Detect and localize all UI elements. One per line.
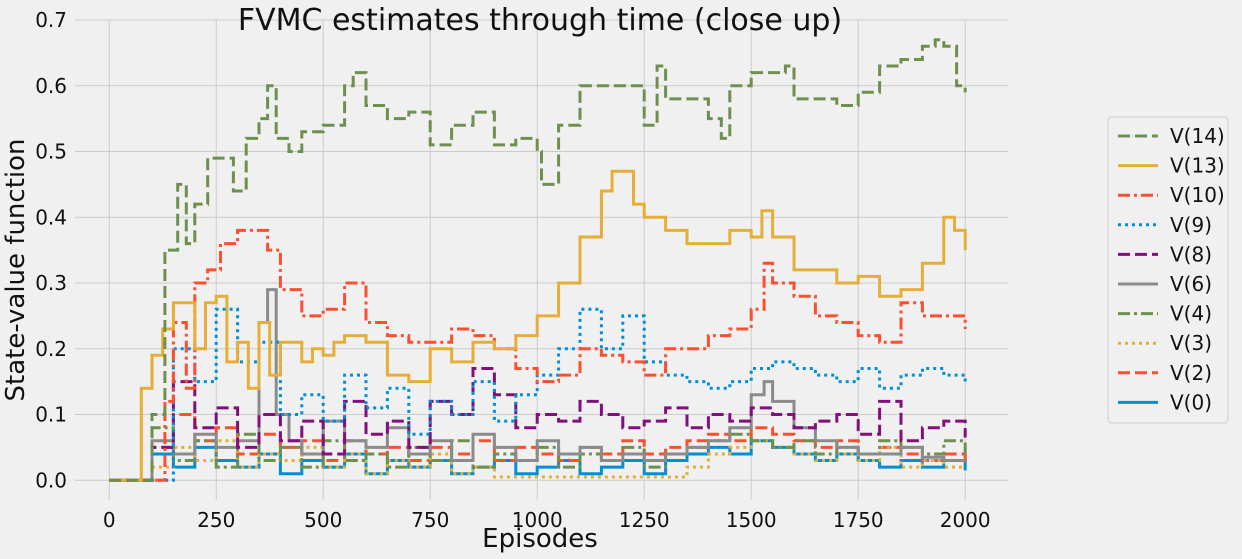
y-tick-label: 0.0 (35, 468, 67, 492)
x-axis-ticks: 0 250 500 750 1000 1250 1500 1750 2000 (103, 508, 991, 532)
legend: V(14) V(13) V(10) V(9) V(8) V(6) V(4) V(3) V(2) V… (1107, 116, 1229, 424)
x-tick-label: 0 (103, 508, 116, 532)
y-tick-label: 0.2 (35, 337, 67, 361)
y-tick-label: 0.6 (35, 74, 67, 98)
x-tick-label: 250 (197, 508, 235, 532)
y-tick-label: 0.3 (35, 271, 67, 295)
legend-label: V(10) (1170, 183, 1225, 207)
legend-label: V(0) (1170, 390, 1212, 414)
series-line-v8 (109, 367, 967, 482)
legend-label: V(14) (1170, 124, 1225, 148)
legend-box (1107, 116, 1229, 424)
y-tick-label: 0.7 (35, 8, 67, 32)
y-axis-ticks: 0.0 0.1 0.2 0.3 0.4 0.5 0.6 0.7 (35, 8, 67, 492)
y-tick-label: 0.4 (35, 205, 67, 229)
series-line-v10 (109, 228, 967, 482)
series-line-v4 (109, 426, 967, 482)
x-axis-label: Episodes (482, 524, 598, 554)
chart-title: FVMC estimates through time (close up) (238, 3, 842, 38)
x-tick-label: 1250 (619, 508, 670, 532)
x-tick-label: 1500 (726, 508, 777, 532)
series-line-v2 (109, 413, 967, 482)
y-tick-label: 0.1 (35, 403, 67, 427)
series-layer (109, 38, 967, 482)
y-axis-label: State-value function (1, 139, 31, 402)
y-tick-label: 0.5 (35, 140, 67, 164)
legend-label: V(4) (1170, 302, 1212, 326)
x-tick-label: 500 (304, 508, 342, 532)
legend-label: V(6) (1170, 272, 1212, 296)
series-line-v9 (109, 307, 967, 482)
series-line-v0 (109, 439, 967, 482)
legend-label: V(2) (1170, 361, 1212, 385)
legend-label: V(8) (1170, 242, 1212, 266)
legend-label: V(9) (1170, 213, 1212, 237)
series-line-v13 (109, 169, 967, 482)
x-tick-label: 1750 (833, 508, 884, 532)
x-tick-label: 750 (411, 508, 449, 532)
series-line-v14 (109, 38, 967, 482)
series-line-v3 (109, 439, 966, 482)
x-tick-label: 1000 (512, 508, 563, 532)
legend-label: V(13) (1170, 154, 1225, 178)
legend-label: V(3) (1170, 331, 1212, 355)
x-tick-label: 2000 (940, 508, 991, 532)
